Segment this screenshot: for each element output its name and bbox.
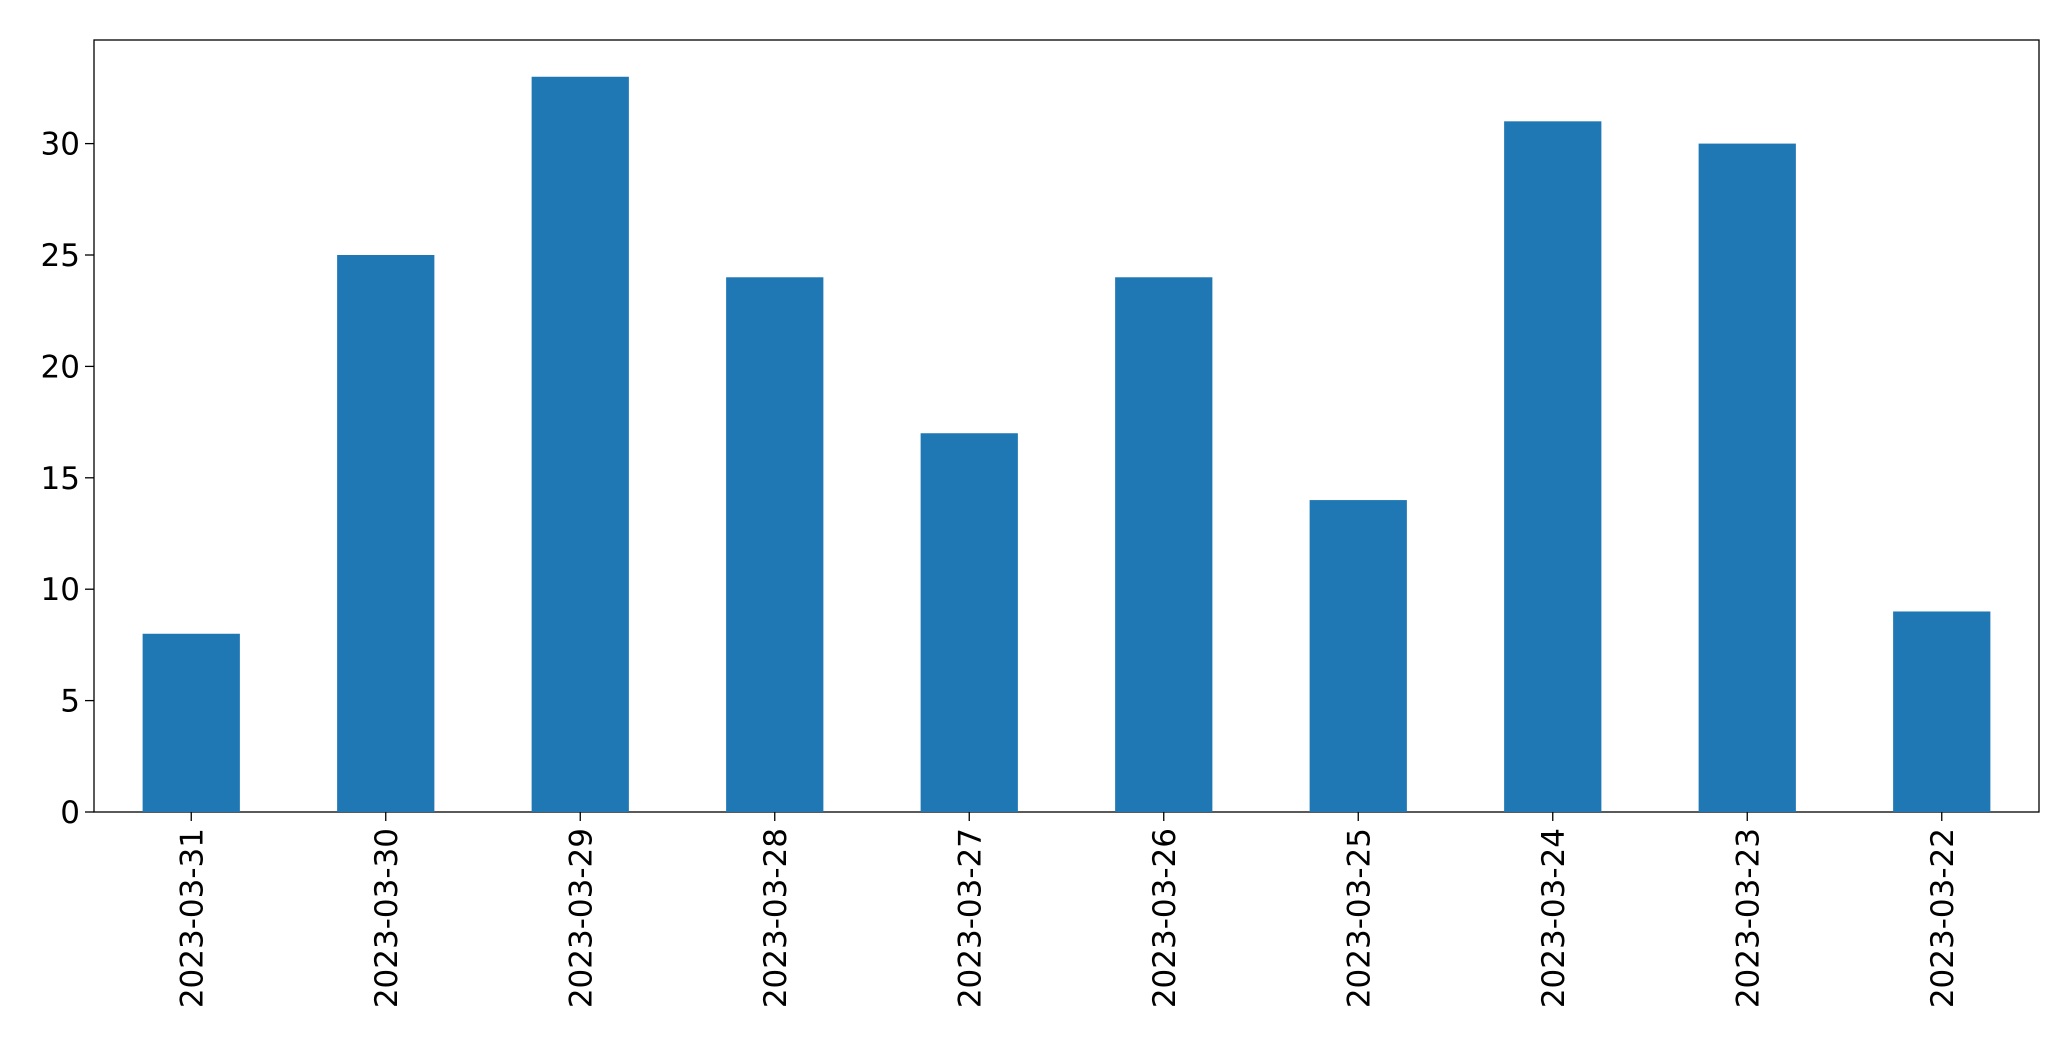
- x-tick-label: 2023-03-25: [1341, 828, 1377, 1008]
- bar: [920, 433, 1018, 812]
- y-tick-label: 30: [41, 127, 80, 163]
- bar: [1893, 611, 1991, 812]
- bar: [1504, 121, 1602, 813]
- x-tick-label: 2023-03-24: [1536, 828, 1572, 1008]
- plot-frame: [93, 39, 2040, 813]
- bar: [531, 76, 629, 812]
- bar: [337, 255, 435, 812]
- bar: [726, 277, 824, 812]
- y-tick-label: 25: [41, 238, 80, 274]
- x-tick-label: 2023-03-28: [758, 828, 794, 1008]
- y-tick-label: 15: [41, 461, 80, 497]
- y-tick-label: 10: [41, 572, 80, 608]
- bar: [1115, 277, 1213, 812]
- x-tick-label: 2023-03-26: [1147, 828, 1183, 1008]
- y-tick-label: 20: [41, 349, 80, 385]
- bar: [142, 633, 240, 812]
- x-tick-label: 2023-03-29: [563, 828, 599, 1008]
- x-tick-label: 2023-03-22: [1925, 828, 1961, 1008]
- bar: [1309, 500, 1407, 812]
- x-tick-label: 2023-03-27: [952, 828, 988, 1008]
- y-tick-label: 5: [60, 684, 80, 720]
- y-tick-label: 0: [60, 795, 80, 831]
- bar: [1698, 143, 1796, 812]
- x-tick-label: 2023-03-23: [1730, 828, 1766, 1008]
- x-tick-label: 2023-03-30: [369, 828, 405, 1008]
- x-tick-label: 2023-03-31: [174, 828, 210, 1008]
